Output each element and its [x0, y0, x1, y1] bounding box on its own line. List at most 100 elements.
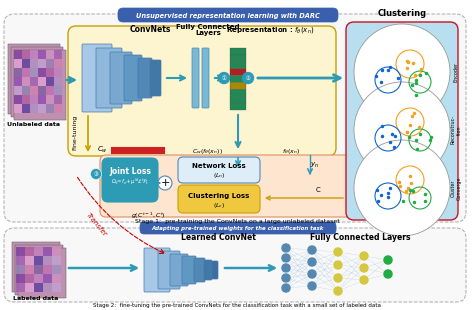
Circle shape: [158, 176, 172, 190]
FancyBboxPatch shape: [230, 55, 246, 62]
Circle shape: [383, 269, 393, 279]
FancyBboxPatch shape: [82, 44, 112, 112]
Bar: [52, 256, 61, 265]
Text: $f_\theta(x_n)$: $f_\theta(x_n)$: [282, 148, 300, 157]
Bar: [38, 95, 46, 104]
Text: Stage 1:  pre-training the ConvNets on a large unlabeled dataset: Stage 1: pre-training the ConvNets on a …: [135, 219, 339, 224]
Bar: [46, 86, 54, 95]
Bar: [38, 68, 46, 77]
Circle shape: [281, 263, 291, 273]
Circle shape: [333, 286, 343, 296]
Bar: [54, 50, 62, 59]
Bar: [34, 256, 43, 265]
Text: ③: ③: [93, 172, 99, 177]
Bar: [30, 68, 38, 77]
Bar: [54, 104, 62, 113]
Text: Encoder: Encoder: [454, 62, 458, 82]
Bar: [43, 265, 52, 274]
Circle shape: [307, 257, 317, 267]
FancyBboxPatch shape: [138, 58, 152, 98]
Circle shape: [281, 283, 291, 293]
Bar: [54, 95, 62, 104]
Bar: [30, 59, 38, 68]
Text: Joint Loss: Joint Loss: [109, 167, 151, 176]
Bar: [46, 95, 54, 104]
Bar: [34, 274, 43, 283]
Circle shape: [359, 275, 369, 285]
Bar: [54, 77, 62, 86]
FancyBboxPatch shape: [4, 14, 466, 222]
Bar: [30, 95, 38, 104]
FancyBboxPatch shape: [230, 76, 246, 82]
Bar: [46, 68, 54, 77]
Text: +: +: [160, 179, 170, 188]
FancyBboxPatch shape: [12, 242, 60, 292]
Bar: [54, 68, 62, 77]
Text: Unlabeled data: Unlabeled data: [8, 122, 61, 127]
Text: Unsupervised representation learning with DARC: Unsupervised representation learning wit…: [136, 12, 320, 19]
Circle shape: [354, 140, 450, 236]
Text: Clustering Loss: Clustering Loss: [188, 193, 250, 199]
Circle shape: [333, 260, 343, 270]
Bar: [30, 86, 38, 95]
Circle shape: [281, 273, 291, 283]
Bar: [52, 265, 61, 274]
Text: $y_n$: $y_n$: [310, 160, 319, 170]
FancyBboxPatch shape: [8, 44, 60, 114]
Bar: [46, 77, 54, 86]
Bar: [34, 265, 43, 274]
Bar: [14, 77, 22, 86]
FancyBboxPatch shape: [170, 254, 188, 286]
Bar: [34, 283, 43, 292]
Bar: [52, 274, 61, 283]
Text: Reconstruc-
tion: Reconstruc- tion: [451, 116, 461, 144]
Bar: [38, 77, 46, 86]
Text: $C_w$: $C_w$: [97, 145, 108, 155]
FancyBboxPatch shape: [124, 55, 142, 101]
FancyBboxPatch shape: [112, 148, 164, 153]
Text: Cluster
Converge: Cluster Converge: [451, 176, 461, 200]
Bar: [43, 274, 52, 283]
Text: Clustering: Clustering: [377, 9, 427, 18]
Circle shape: [307, 245, 317, 255]
FancyBboxPatch shape: [230, 62, 246, 69]
Text: ②: ②: [246, 76, 250, 81]
Bar: [38, 86, 46, 95]
FancyBboxPatch shape: [192, 48, 199, 108]
Bar: [30, 50, 38, 59]
Bar: [30, 104, 38, 113]
FancyBboxPatch shape: [4, 228, 466, 302]
FancyBboxPatch shape: [230, 82, 246, 89]
Text: ConvNets: ConvNets: [129, 25, 171, 34]
FancyBboxPatch shape: [182, 256, 196, 284]
Text: Fine-tuning: Fine-tuning: [73, 114, 78, 150]
Circle shape: [91, 169, 101, 179]
Bar: [22, 86, 30, 95]
Text: Labeled data: Labeled data: [13, 296, 59, 301]
Bar: [16, 274, 25, 283]
FancyBboxPatch shape: [96, 48, 122, 108]
Bar: [52, 247, 61, 256]
Bar: [16, 265, 25, 274]
Bar: [25, 247, 34, 256]
Text: Stage 2:  fine-tuning the pre-trained ConvNets for the classification task with : Stage 2: fine-tuning the pre-trained Con…: [93, 303, 381, 308]
Circle shape: [354, 24, 450, 120]
Bar: [14, 95, 22, 104]
Text: C: C: [316, 187, 321, 193]
Text: $\Omega_t\!=\!f_n\!+\!\mu^{(t)}\!\mathcal{L}^t\!\mathcal{P}_t$: $\Omega_t\!=\!f_n\!+\!\mu^{(t)}\!\mathca…: [111, 177, 149, 187]
FancyBboxPatch shape: [14, 50, 66, 120]
Circle shape: [281, 243, 291, 253]
Bar: [25, 256, 34, 265]
Text: ①: ①: [221, 76, 227, 81]
Bar: [25, 283, 34, 292]
FancyBboxPatch shape: [202, 48, 209, 108]
Circle shape: [307, 281, 317, 291]
Text: $g(C^{t-1}, C^t)$: $g(C^{t-1}, C^t)$: [130, 211, 165, 221]
Circle shape: [359, 251, 369, 261]
Bar: [22, 59, 30, 68]
Bar: [34, 247, 43, 256]
Text: Transfer: Transfer: [84, 212, 108, 238]
Bar: [43, 256, 52, 265]
Bar: [54, 86, 62, 95]
Text: $C_w(f_\theta(x_n))$: $C_w(f_\theta(x_n))$: [192, 148, 223, 157]
